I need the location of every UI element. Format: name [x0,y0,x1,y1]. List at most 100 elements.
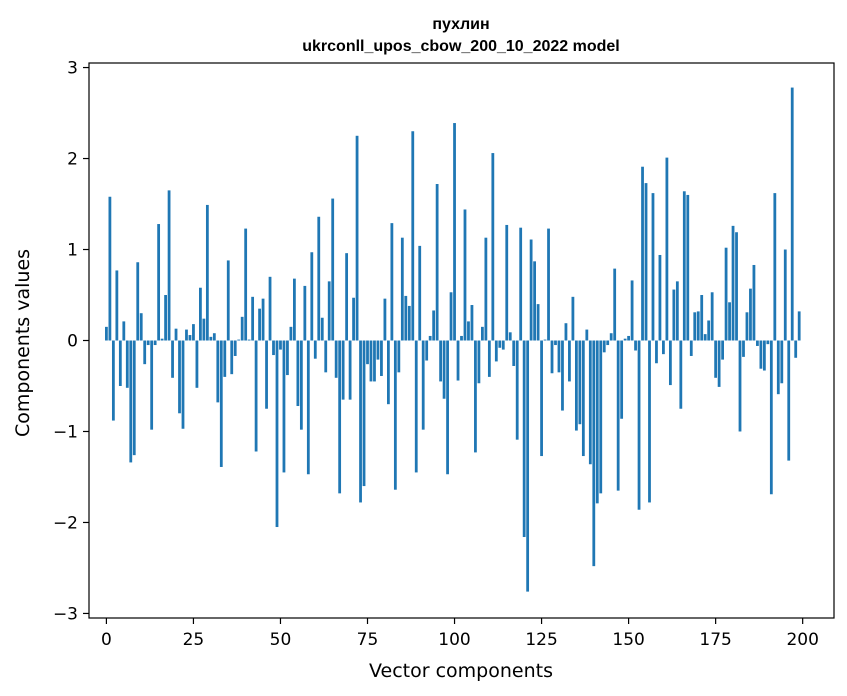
bar [557,340,561,373]
bar [139,313,143,341]
bar [397,340,401,373]
bar [324,340,328,373]
bar [769,340,773,495]
axis-ticks: 0 25 50 75 100 125 150 175 200 −3 −2 −1 0 1 2 3 [53,59,819,650]
bar [627,335,630,341]
bar [352,297,355,341]
bar [637,340,641,510]
bar [359,340,362,503]
bar [463,209,467,341]
bar [547,228,550,341]
bar [150,340,154,430]
y-tick-label: 3 [67,59,78,79]
bar [261,298,265,341]
bar [568,340,571,382]
bar [540,340,543,457]
bar [487,340,491,377]
bar [581,340,585,457]
bar [202,318,206,341]
bar [192,324,195,341]
bar [418,245,422,341]
bar [279,340,282,350]
bar [247,339,251,341]
bar [167,190,171,341]
x-axis-label: Vector components [369,660,553,682]
bar [494,340,498,362]
bar [442,340,446,399]
bar [460,335,463,341]
bar [752,264,756,341]
bar [602,340,606,353]
x-tick-label: 0 [101,630,112,650]
bar [233,340,237,356]
bar [387,340,390,405]
bar [230,340,234,375]
bar [714,340,718,378]
bar [662,340,665,355]
bar [738,340,742,432]
bar [762,340,766,371]
bar [446,340,449,475]
bar [383,298,387,341]
bar [595,340,599,504]
bar [338,340,342,494]
bar [668,340,672,386]
bar [759,340,763,369]
plot-frame [88,62,835,619]
bar [369,340,373,382]
bar [355,135,359,341]
bar [317,216,321,341]
bar [655,340,658,364]
bar [571,296,575,341]
bar [414,340,418,473]
bar [244,228,248,341]
bar [728,302,731,341]
bar [749,288,752,341]
bar [474,340,477,453]
bar [498,340,502,348]
bar [146,340,150,346]
bar [505,224,509,341]
bar [223,340,227,377]
bar [623,338,627,341]
bar [157,224,161,341]
bar [115,270,119,341]
bar [630,280,634,341]
bar [644,183,648,341]
bar [258,308,261,341]
bar [331,198,335,341]
chart-title-line2: ukrconll_upos_cbow_200_10_2022 model [302,38,619,55]
bar [481,326,484,341]
chart-title-line1: пухлин [432,16,489,33]
bar [275,340,279,528]
bar [237,339,241,341]
bar [574,340,578,431]
bar [286,340,289,376]
bar [254,340,258,452]
bar [373,340,376,382]
bar [529,239,533,341]
bar [599,340,603,494]
bar [515,340,519,440]
bar [268,276,272,341]
bar [143,340,147,365]
bar [456,340,460,381]
bar [310,252,314,341]
bar [272,340,275,356]
bar-series [105,87,801,592]
bar [703,334,707,341]
bar [484,237,488,341]
y-tick-label: 2 [67,150,78,170]
bar [432,310,436,341]
bar [790,87,794,341]
bar [700,295,704,341]
bar [160,338,164,341]
y-tick-label: −1 [53,422,78,442]
bar [776,340,780,395]
bar [508,332,512,341]
bar [293,278,296,341]
bar [108,196,112,341]
bar [651,193,655,341]
bar [195,340,199,388]
